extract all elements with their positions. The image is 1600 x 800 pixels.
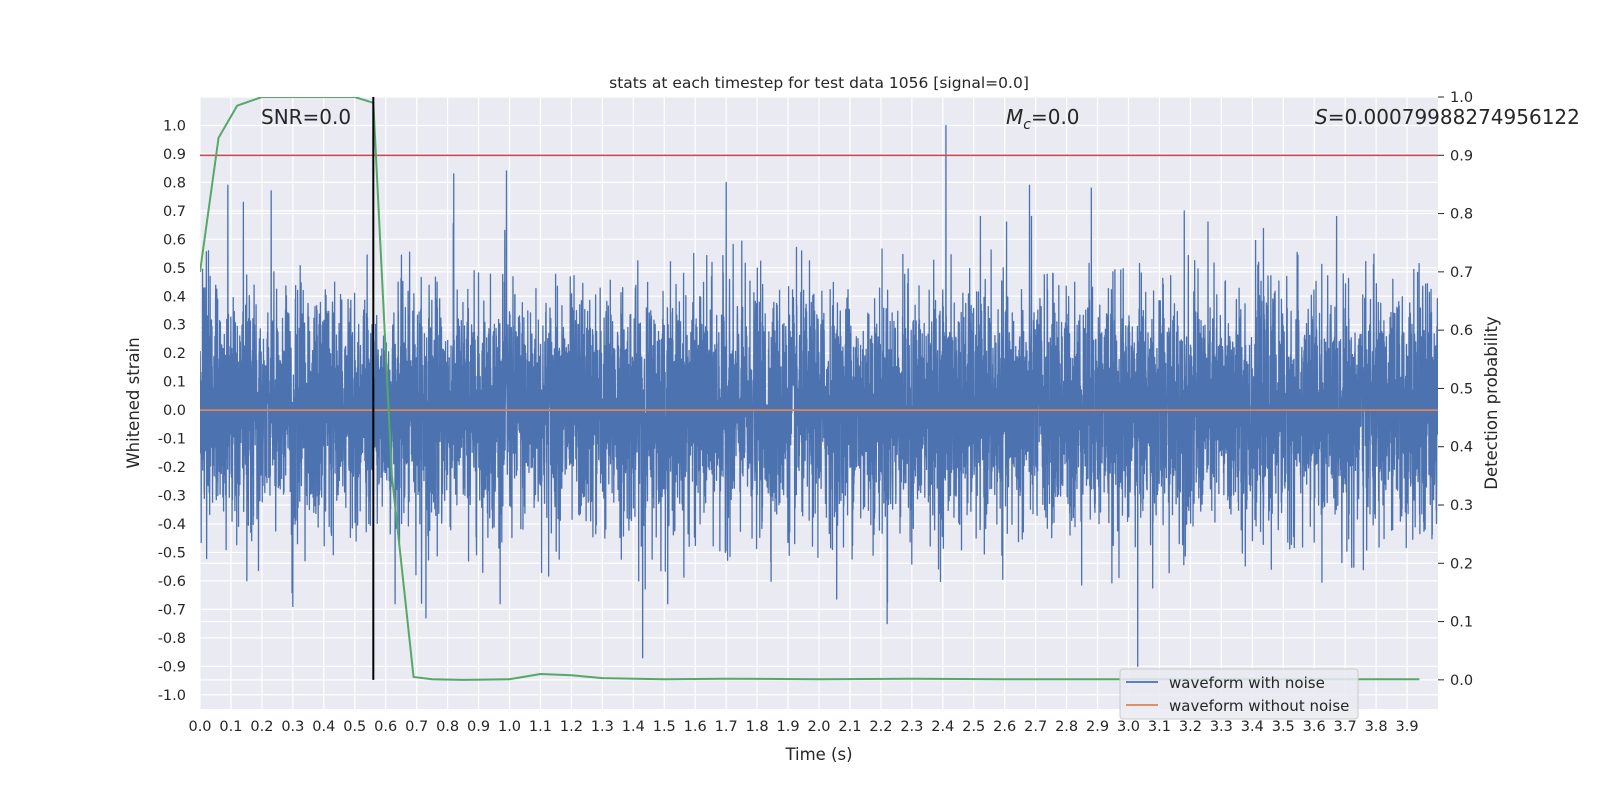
- y-tick-label: -0.5: [158, 545, 186, 561]
- y2-tick-label: 1.0: [1450, 90, 1473, 106]
- x-tick-label: 0.3: [281, 719, 304, 735]
- y2-tick-labels: 1.0 0.9 0.8 0.7 0.6 0.5 0.4 0.3 0.2 0.1 0.0: [1438, 90, 1473, 689]
- x-tick-label: 2.5: [962, 719, 985, 735]
- y2-tick-label: 0.7: [1450, 265, 1473, 281]
- y-tick-label: 0.9: [163, 147, 186, 163]
- x-tick-label: 3.5: [1272, 719, 1295, 735]
- y2-tick-label: 0.0: [1450, 673, 1473, 689]
- x-tick-label: 3.7: [1334, 719, 1357, 735]
- x-tick-label: 3.8: [1365, 719, 1388, 735]
- x-tick-label: 2.2: [869, 719, 892, 735]
- series-waveform-with-noise: [200, 124, 1438, 667]
- x-tick-label: 3.2: [1179, 719, 1202, 735]
- x-tick-label: 0.8: [436, 719, 459, 735]
- significance-value: =0.00079988274956122: [1328, 105, 1580, 129]
- x-tick-label: 2.7: [1024, 719, 1047, 735]
- x-tick-label: 0.0: [188, 719, 211, 735]
- y2-tick-label: 0.6: [1450, 323, 1473, 339]
- x-tick-label: 2.0: [807, 719, 830, 735]
- legend: waveform with noise waveform without noi…: [1119, 668, 1359, 720]
- snr-annotation: SNR=0.0: [261, 105, 351, 129]
- series-detection-probability: [200, 97, 1420, 681]
- x-tick-label: 1.6: [684, 719, 707, 735]
- y-tick-label: -0.6: [158, 574, 186, 590]
- x-tick-label: 0.4: [312, 719, 335, 735]
- x-tick-label: 2.3: [900, 719, 923, 735]
- significance-symbol: S: [1315, 105, 1328, 129]
- x-tick-label: 2.8: [1055, 719, 1078, 735]
- x-tick-label: 2.4: [931, 719, 954, 735]
- y2-tick-label: 0.4: [1450, 440, 1473, 456]
- y-tick-labels: 1.0 0.9 0.8 0.7 0.6 0.5 0.4 0.3 0.2 0.1 0.0 -0.1 -0.…: [158, 118, 186, 703]
- x-tick-label: 3.1: [1148, 719, 1171, 735]
- x-tick-label: 0.9: [467, 719, 490, 735]
- x-tick-label: 1.0: [498, 719, 521, 735]
- x-tick-label: 1.7: [715, 719, 738, 735]
- y-tick-label: 0.8: [163, 175, 186, 191]
- x-tick-label: 3.3: [1210, 719, 1233, 735]
- y-tick-label: 0.3: [163, 318, 186, 334]
- y-tick-label: 0.2: [163, 346, 186, 362]
- x-tick-label: 0.1: [219, 719, 242, 735]
- legend-box: [1119, 668, 1359, 720]
- y-tick-label: -1.0: [158, 688, 186, 704]
- y2-tick-label: 0.2: [1450, 556, 1473, 572]
- y-tick-label: 0.1: [163, 375, 186, 391]
- x-tick-label: 3.4: [1241, 719, 1264, 735]
- x-tick-label: 1.5: [653, 719, 676, 735]
- x-tick-label: 1.8: [746, 719, 769, 735]
- significance-annotation: S=0.00079988274956122: [1315, 105, 1580, 129]
- x-tick-label: 3.0: [1117, 719, 1140, 735]
- y2-tick-label: 0.9: [1450, 148, 1473, 164]
- chirp-mass-subscript: c: [1023, 117, 1031, 133]
- y-tick-label: -0.7: [158, 602, 186, 618]
- x-tick-label: 0.6: [374, 719, 397, 735]
- x-axis-label: Time (s): [784, 745, 852, 764]
- x-tick-label: 3.9: [1396, 719, 1419, 735]
- y-axis-label: Whitened strain: [124, 337, 143, 468]
- x-tick-label: 3.6: [1303, 719, 1326, 735]
- y-tick-label: 1.0: [163, 118, 186, 134]
- x-tick-label: 0.2: [250, 719, 273, 735]
- series-layer: [200, 97, 1438, 681]
- y-tick-label: 0.4: [163, 289, 186, 305]
- x-tick-label: 0.5: [343, 719, 366, 735]
- legend-label-noise: waveform with noise: [1169, 674, 1325, 692]
- chirp-mass-annotation: Mc=0.0: [1006, 105, 1080, 133]
- y-tick-label: 0.5: [163, 261, 186, 277]
- y2-tick-label: 0.1: [1450, 615, 1473, 631]
- y-tick-label: 0.7: [163, 204, 186, 220]
- x-tick-label: 1.4: [622, 719, 645, 735]
- y-tick-label: -0.2: [158, 460, 186, 476]
- legend-label-clean: waveform without noise: [1169, 697, 1349, 715]
- x-tick-label: 2.1: [838, 719, 861, 735]
- y2-tick-label: 0.8: [1450, 207, 1473, 223]
- y-tick-label: -0.8: [158, 631, 186, 647]
- y-tick-label: -0.9: [158, 659, 186, 675]
- y-tick-label: -0.4: [158, 517, 186, 533]
- x-tick-label: 2.6: [993, 719, 1016, 735]
- y-tick-label: -0.3: [158, 489, 186, 505]
- x-tick-label: 1.2: [560, 719, 583, 735]
- x-tick-label: 2.9: [1086, 719, 1109, 735]
- x-tick-label: 1.9: [777, 719, 800, 735]
- x-tick-labels: 0.0 0.1 0.2 0.3 0.4 0.5 0.6 0.7 0.8 0.9 1.0 1.1 1.2 1…: [188, 719, 1418, 735]
- y2-axis-label: Detection probability: [1482, 316, 1501, 490]
- chart-title: stats at each timestep for test data 105…: [609, 74, 1029, 92]
- y2-tick-label: 0.3: [1450, 498, 1473, 514]
- chirp-mass-symbol: M: [1006, 105, 1023, 129]
- x-tick-label: 1.1: [529, 719, 552, 735]
- y2-tick-label: 0.5: [1450, 381, 1473, 397]
- y-tick-label: 0.0: [163, 403, 186, 419]
- y-tick-label: -0.1: [158, 432, 186, 448]
- x-tick-label: 1.3: [591, 719, 614, 735]
- chirp-mass-value: =0.0: [1031, 105, 1080, 129]
- y-tick-label: 0.6: [163, 232, 186, 248]
- x-tick-label: 0.7: [405, 719, 428, 735]
